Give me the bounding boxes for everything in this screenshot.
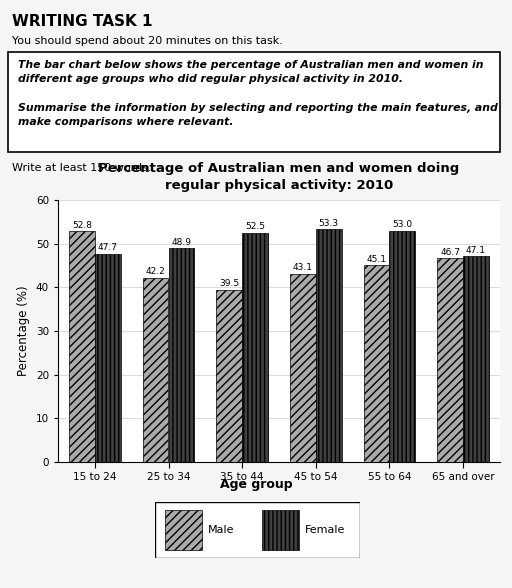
Bar xyxy=(390,230,415,462)
Text: 47.1: 47.1 xyxy=(466,246,486,255)
Text: Female: Female xyxy=(305,525,345,535)
Text: The bar chart below shows the percentage of Australian men and women in
differen: The bar chart below shows the percentage… xyxy=(18,60,483,84)
Bar xyxy=(165,510,202,550)
Bar xyxy=(262,510,298,550)
Bar xyxy=(95,253,121,462)
Text: 53.0: 53.0 xyxy=(392,220,413,229)
Bar xyxy=(217,289,242,462)
Bar xyxy=(69,232,95,462)
Text: 53.3: 53.3 xyxy=(318,219,339,228)
Bar xyxy=(316,229,342,462)
Text: Summarise the information by selecting and reporting the main features, and
make: Summarise the information by selecting a… xyxy=(18,103,498,127)
Text: 47.7: 47.7 xyxy=(98,243,118,252)
Text: 43.1: 43.1 xyxy=(293,263,313,272)
Title: Percentage of Australian men and women doing
regular physical activity: 2010: Percentage of Australian men and women d… xyxy=(98,162,460,192)
Text: Age group: Age group xyxy=(220,478,292,491)
Bar xyxy=(437,258,463,462)
Text: 42.2: 42.2 xyxy=(146,268,165,276)
Text: WRITING TASK 1: WRITING TASK 1 xyxy=(12,14,153,29)
Bar xyxy=(143,278,168,462)
Y-axis label: Percentage (%): Percentage (%) xyxy=(17,286,30,376)
Bar xyxy=(168,249,194,462)
Text: Male: Male xyxy=(208,525,235,535)
Bar xyxy=(242,233,268,462)
Text: Write at least 150 words.: Write at least 150 words. xyxy=(12,163,152,173)
Text: 45.1: 45.1 xyxy=(367,255,387,264)
Text: 48.9: 48.9 xyxy=(172,238,191,247)
Bar xyxy=(463,256,489,462)
Text: 46.7: 46.7 xyxy=(440,248,460,257)
Text: 52.5: 52.5 xyxy=(245,222,265,232)
Bar xyxy=(290,274,316,462)
Bar xyxy=(364,265,390,462)
Text: You should spend about 20 minutes on this task.: You should spend about 20 minutes on thi… xyxy=(12,36,283,46)
Text: 39.5: 39.5 xyxy=(219,279,239,288)
Text: 52.8: 52.8 xyxy=(72,221,92,230)
FancyBboxPatch shape xyxy=(155,502,360,558)
